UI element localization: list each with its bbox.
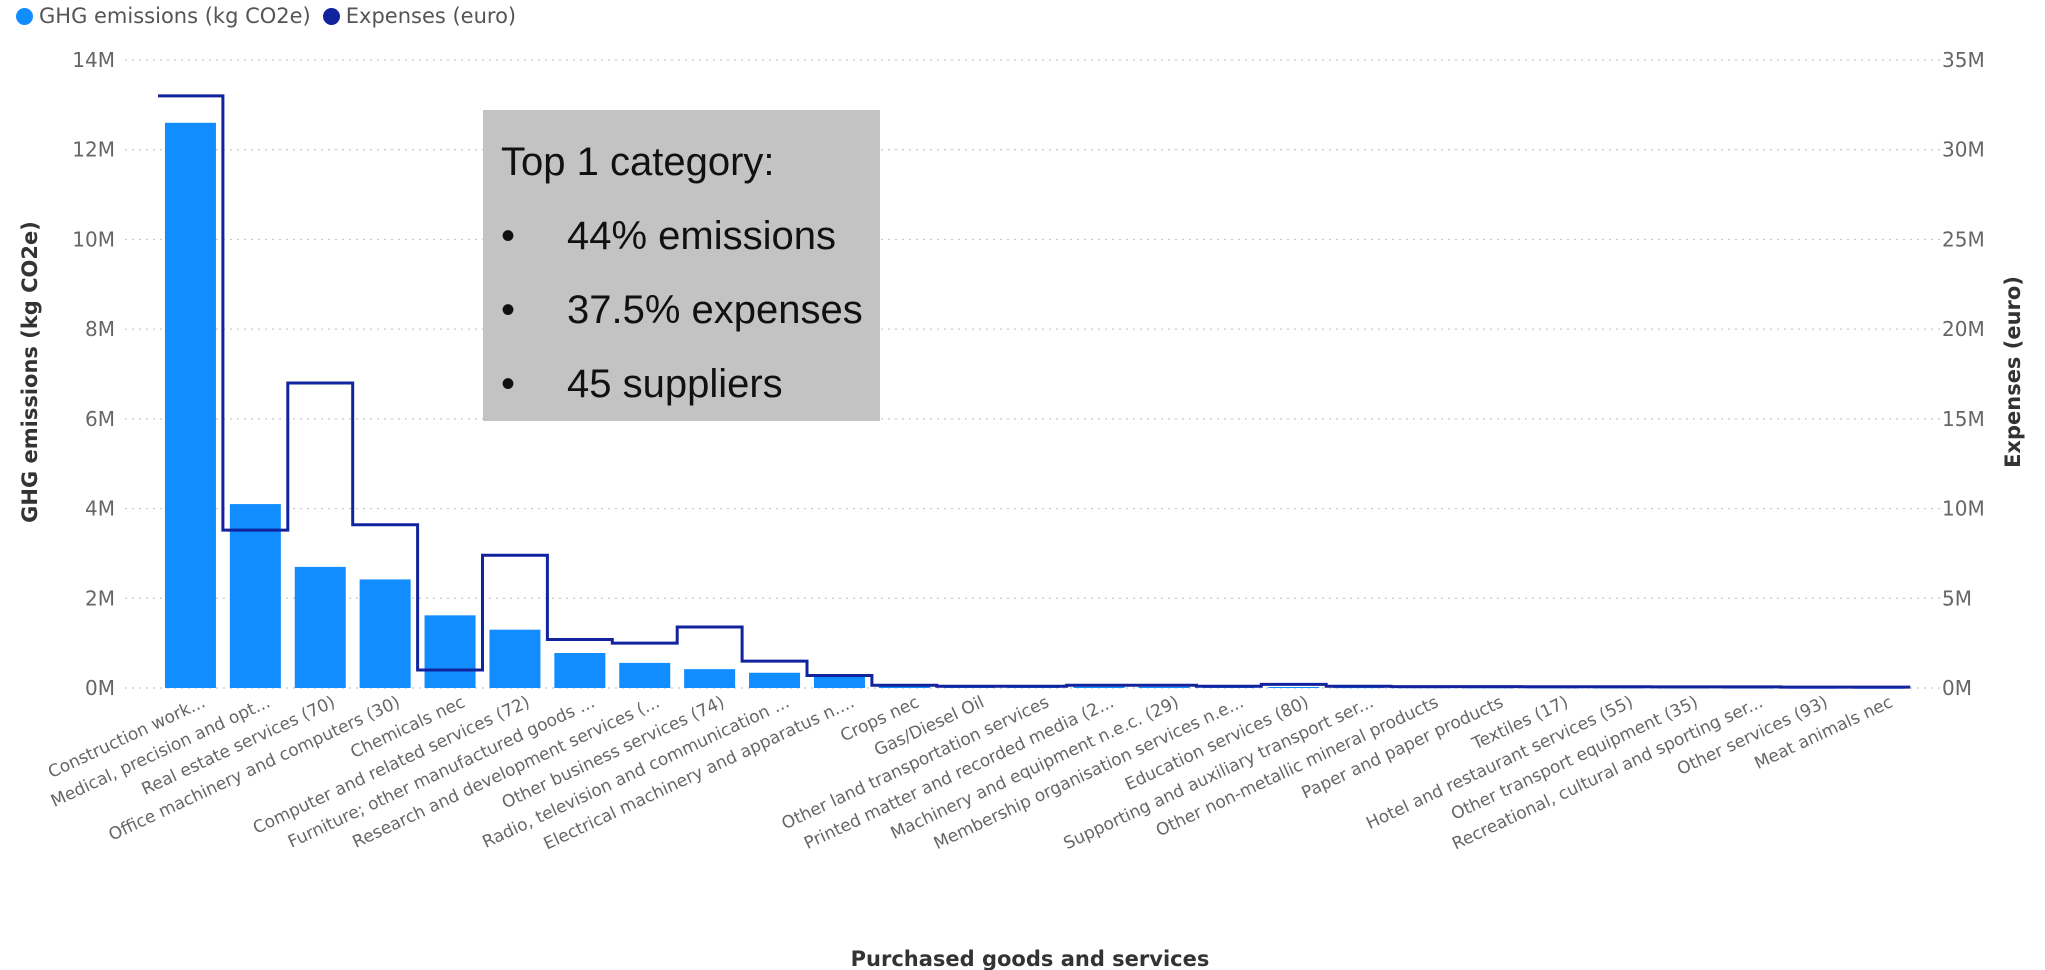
y-tick-left: 12M [72, 138, 115, 162]
legend-label-emissions: GHG emissions (kg CO2e) [39, 4, 311, 28]
y-tick-right: 5M [1942, 586, 1972, 610]
legend-label-expenses: Expenses (euro) [345, 4, 517, 28]
legend-circle-icon [16, 7, 33, 25]
bullet-icon: • [501, 214, 516, 258]
bar-emissions[interactable] [229, 504, 281, 688]
bar-emissions[interactable] [424, 615, 476, 688]
callout-bullet-text: 45 suppliers [567, 362, 783, 406]
callout-bullet-text: 37.5% expenses [567, 288, 863, 332]
y-tick-right: 30M [1942, 138, 1985, 162]
y-tick-right: 0M [1942, 676, 1972, 700]
y-tick-left: 10M [72, 227, 115, 251]
legend-circle-icon [322, 7, 340, 25]
bar-emissions[interactable] [1268, 687, 1320, 689]
y-tick-left: 8M [85, 317, 115, 341]
x-axis-category-labels: Construction work...Medical, precision a… [45, 692, 1896, 854]
chart-legend: GHG emissions (kg CO2e) Expenses (euro) [16, 4, 528, 28]
y-tick-left: 0M [85, 676, 115, 700]
y-axis-right-title: Expenses (euro) [2001, 276, 2025, 468]
y-tick-right: 25M [1942, 227, 1985, 251]
bar-emissions[interactable] [294, 566, 346, 688]
callout-bullet: • 45 suppliers [501, 362, 783, 407]
bar-emissions[interactable] [1073, 686, 1125, 688]
bar-emissions[interactable] [749, 672, 801, 688]
bar-emissions[interactable] [554, 653, 606, 688]
y-tick-left: 2M [85, 586, 115, 610]
bar-emissions[interactable] [489, 629, 541, 688]
callout-bullet: • 37.5% expenses [501, 288, 863, 333]
y-tick-left: 6M [85, 407, 115, 431]
bullet-icon: • [501, 288, 516, 332]
legend-item-emissions[interactable]: GHG emissions (kg CO2e) [16, 4, 311, 28]
bar-emissions[interactable] [359, 579, 411, 688]
y-tick-left: 4M [85, 497, 115, 521]
callout-title: Top 1 category: [501, 140, 775, 184]
bar-emissions[interactable] [619, 662, 671, 688]
y-tick-right: 35M [1942, 48, 1985, 72]
y-axis-right-ticks: 0M 5M 10M 15M 20M 25M 30M 35M [1942, 48, 1985, 700]
y-tick-right: 15M [1942, 407, 1985, 431]
expenses-step-line[interactable] [158, 94, 1911, 689]
expenses-line-layer [158, 94, 1911, 689]
x-axis-title: Purchased goods and services [851, 947, 1210, 970]
y-tick-right: 10M [1942, 497, 1985, 521]
summary-callout: Top 1 category: • 44% emissions • 37.5% ex… [483, 110, 880, 421]
legend-item-expenses[interactable]: Expenses (euro) [322, 4, 517, 28]
emissions-bars [164, 122, 1904, 689]
y-tick-left: 14M [72, 48, 115, 72]
y-tick-right: 20M [1942, 317, 1985, 341]
bar-emissions[interactable] [813, 676, 865, 688]
callout-bullet: • 44% emissions [501, 214, 836, 259]
callout-bullet-text: 44% emissions [567, 214, 837, 258]
y-axis-left-title: GHG emissions (kg CO2e) [18, 221, 42, 523]
bar-emissions[interactable] [684, 669, 736, 688]
bar-emissions[interactable] [164, 122, 216, 689]
y-axis-left-ticks: 0M 2M 4M 6M 8M 10M 12M 14M [72, 48, 115, 700]
bullet-icon: • [501, 362, 516, 406]
bar-emissions[interactable] [1138, 686, 1190, 688]
